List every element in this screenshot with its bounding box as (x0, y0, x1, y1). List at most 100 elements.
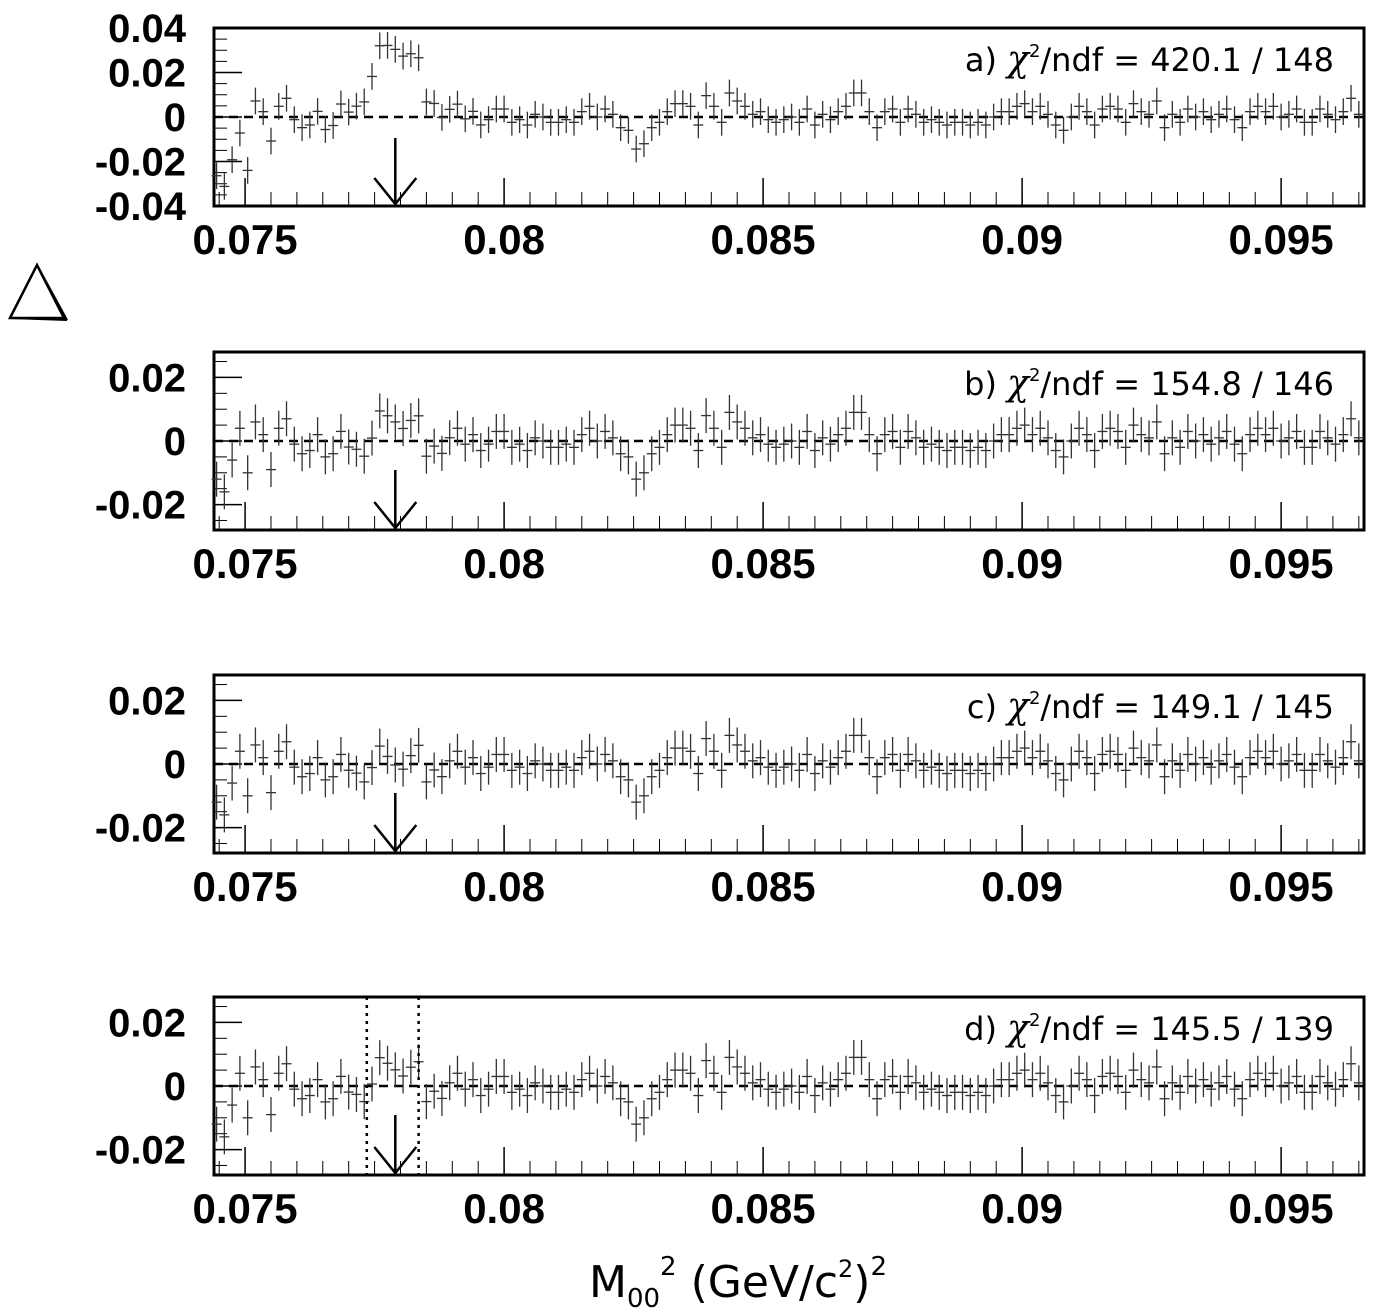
data-point (569, 108, 580, 136)
data-point (662, 417, 673, 453)
y-tick-label: 0.02 (108, 52, 186, 96)
data-point (771, 108, 782, 136)
data-point (817, 1065, 828, 1101)
data-point (592, 746, 603, 782)
data-point (607, 1065, 618, 1101)
data-point (856, 394, 867, 430)
data-point (1229, 106, 1240, 134)
data-point (1268, 733, 1279, 769)
data-point (1144, 1065, 1155, 1101)
data-point (1050, 1078, 1061, 1114)
data-point (724, 717, 735, 753)
data-point (436, 759, 447, 795)
data-point (941, 756, 952, 792)
data-point (1167, 743, 1178, 779)
data-point (1105, 410, 1116, 446)
data-point (1027, 1062, 1038, 1098)
data-point (988, 423, 999, 459)
data-point (398, 751, 409, 787)
data-point (1011, 733, 1022, 769)
data-point (304, 111, 315, 139)
data-point (988, 1068, 999, 1104)
data-point (1198, 1062, 1209, 1098)
data-point (211, 162, 222, 190)
data-point (1011, 410, 1022, 446)
data-point (615, 114, 626, 142)
data-point (1175, 108, 1186, 136)
panel-label: d) (964, 1010, 1007, 1048)
data-point (1027, 740, 1038, 776)
data-point (794, 429, 805, 465)
data-point (227, 765, 238, 801)
data-point (483, 106, 494, 133)
y-axis-label-delta (7, 262, 68, 321)
data-point (887, 1058, 898, 1094)
data-point (219, 173, 230, 200)
data-point (499, 413, 510, 449)
data-point (732, 404, 743, 440)
data-point (297, 759, 308, 795)
data-point (576, 740, 587, 776)
chi-symbol: χ (1004, 39, 1031, 80)
data-point (957, 108, 968, 136)
data-point (1043, 743, 1054, 779)
data-point (468, 740, 479, 776)
data-point (685, 733, 696, 769)
data-point (1338, 98, 1349, 126)
data-point (297, 114, 308, 142)
data-point (817, 420, 828, 456)
x-tick-label: 0.09 (981, 216, 1063, 263)
data-point (623, 439, 634, 475)
data-point (771, 752, 782, 788)
data-point (1089, 756, 1100, 792)
data-point (980, 111, 991, 139)
data-point (1237, 114, 1248, 142)
data-point (918, 752, 929, 788)
data-point (1097, 95, 1108, 123)
data-point (1206, 106, 1217, 134)
data-point (631, 461, 642, 497)
data-point (1035, 1055, 1046, 1091)
data-point (258, 98, 269, 126)
data-point (1151, 404, 1162, 440)
data-point (475, 111, 486, 139)
data-point (872, 759, 883, 795)
fit-value: /ndf = 145.5 / 139 (1040, 1010, 1334, 1048)
data-point (910, 100, 921, 128)
data-point (561, 1071, 572, 1107)
data-point (1159, 436, 1170, 472)
data-point (1276, 423, 1287, 459)
data-point (468, 417, 479, 453)
data-point (1105, 733, 1116, 769)
data-point (242, 778, 253, 814)
data-point (957, 1074, 968, 1110)
data-point (390, 1052, 401, 1088)
data-point (809, 756, 820, 792)
data-point (910, 743, 921, 779)
data-point (1105, 1055, 1116, 1091)
data-point (965, 756, 976, 792)
chi-superscript: 2 (1029, 1010, 1040, 1031)
xlabel-subscript: 00 (627, 1284, 660, 1309)
data-point (1206, 1071, 1217, 1107)
x-tick-label: 0.075 (193, 1185, 298, 1232)
data-point (739, 733, 750, 769)
data-point (351, 1076, 362, 1112)
data-point (320, 762, 331, 798)
data-point (382, 398, 393, 434)
data-point (1221, 95, 1232, 123)
data-point (1237, 436, 1248, 472)
data-point (265, 775, 276, 811)
data-point (1167, 420, 1178, 456)
data-point (537, 746, 548, 782)
data-point (273, 733, 284, 769)
data-point (242, 455, 253, 491)
data-point (250, 1049, 261, 1085)
data-point (1245, 98, 1256, 126)
y-tick-label: -0.02 (95, 1129, 186, 1173)
data-point (864, 98, 875, 126)
data-point (1128, 407, 1139, 443)
data-point (1175, 429, 1186, 465)
data-point (600, 1058, 611, 1094)
data-point (895, 429, 906, 465)
